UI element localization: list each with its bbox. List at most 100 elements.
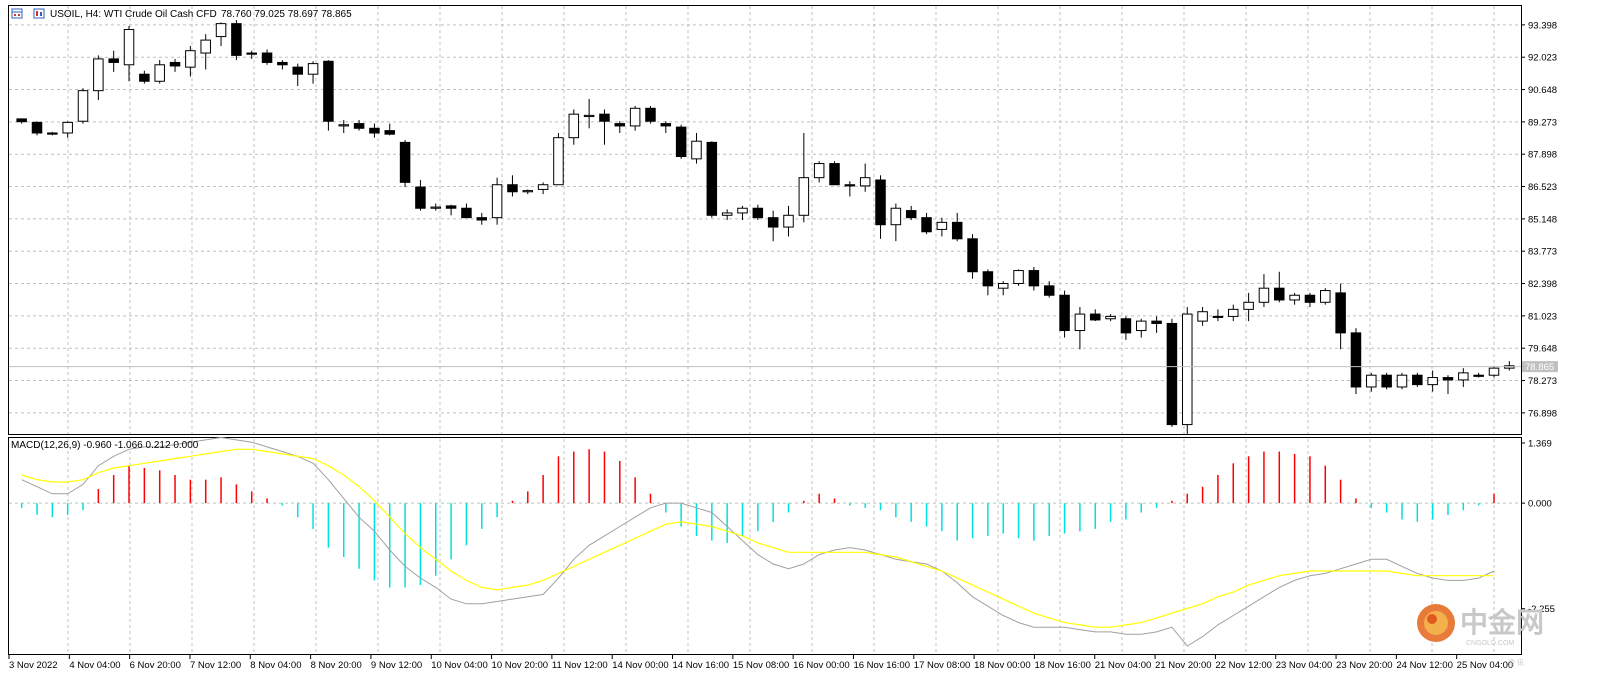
candle-body [62,121,73,134]
time-axis-label: 14 Nov 16:00 [673,660,730,671]
watermark-text: 中金网 [1460,606,1544,638]
candle-body [905,210,917,219]
current-price-label: 78.865 [1525,362,1554,373]
candle-body [154,64,165,82]
candle-body [1289,294,1300,301]
candle-body [231,23,242,56]
candle-body [1074,313,1086,332]
candle-body [476,217,488,221]
price-axis-label: 86.523 [1528,182,1557,193]
candle-body [1228,308,1239,317]
time-axis-label: 8 Nov 04:00 [250,660,301,671]
time-axis-label: 23 Nov 04:00 [1276,660,1333,671]
candle-body [1396,374,1408,388]
candle-body [982,271,994,287]
macd-label: MACD(12,26,9) -0.960 -1.066 0.212 0.000 [11,440,199,451]
candle-body [491,184,503,219]
price-axis-label: 76.898 [1528,408,1557,419]
candle-body [936,221,948,230]
candle-body [445,205,457,209]
candle-body [323,60,334,122]
time-axis-label: 21 Nov 04:00 [1095,660,1152,671]
candle-body [829,163,840,186]
candle-body [752,207,764,219]
candle-body [215,23,227,38]
candle-body [399,141,411,183]
chart-type-icon[interactable] [33,8,45,19]
time-axis-label: 14 Nov 00:00 [612,660,669,671]
time-axis-label: 6 Nov 20:00 [130,660,181,671]
candle-body [706,141,718,216]
candle-body [47,132,58,135]
candle-body [1442,377,1454,381]
price-axis-label: 89.273 [1528,117,1557,128]
candle-body [645,107,656,122]
candle-body [277,61,288,66]
candle-body [951,221,963,240]
macd-histogram [20,449,1495,588]
price-axis-label: 90.648 [1528,85,1557,96]
candle-body [185,50,196,68]
macd-line [21,436,1495,647]
time-axis-label: 17 Nov 08:00 [914,660,971,671]
macd-axis-label: -2.255 [1528,604,1555,615]
candle-body [1028,270,1040,287]
macd-axis[interactable]: 1.369 0.000 -2.255 [1521,439,1555,616]
time-axis-label: 10 Nov 20:00 [492,660,549,671]
candle-body [1366,374,1377,388]
candle-body [261,52,273,63]
candle-body [875,179,886,226]
time-axis-label: 16 Nov 00:00 [793,660,850,671]
price-axis-label: 83.773 [1528,247,1557,258]
price-pane[interactable] [8,5,1522,435]
candle-body [813,163,825,179]
candle-body [522,190,534,193]
candle-body [660,123,672,127]
time-axis-label: 16 Nov 16:00 [853,660,910,671]
time-axis[interactable]: 3 Nov 2022 4 Nov 04:00 6 Nov 20:00 7 Nov 12… [8,655,1513,671]
candle-body [967,238,978,273]
candle-body [1043,285,1055,296]
candle-body [1350,332,1362,388]
macd-pane[interactable] [8,437,1522,655]
candle-body [583,114,595,118]
time-axis-label: 18 Nov 16:00 [1034,660,1091,671]
time-axis-label: 11 Nov 12:00 [552,660,608,671]
time-axis-label: 9 Nov 12:00 [371,660,422,671]
candle-body [169,61,181,67]
ohlc-readout: 78.760 79.025 78.697 78.865 [221,9,352,20]
candle-body [997,282,1009,289]
candle-body [1120,318,1132,334]
signal-line [21,448,1494,628]
chart-window-icon[interactable] [11,8,23,19]
candle-body [568,113,580,139]
time-axis-label: 18 Nov 00:00 [974,660,1031,671]
chart-window[interactable]: USOIL, H4: WTI Crude Oil Cash CFD 78.760… [8,5,1562,688]
candle-body [1182,313,1193,426]
candle-body [691,140,702,160]
candle-body [461,207,472,219]
candle-body [1105,315,1116,320]
price-axis[interactable]: 93.398 92.023 90.648 89.273 87.898 86.523 85.1… [1521,20,1557,419]
candle-body [93,58,104,92]
price-axis-label: 93.398 [1528,20,1557,31]
candle-body [292,66,303,75]
macd-axis-label: 0.000 [1528,499,1552,510]
macd-grid [9,439,1521,653]
candle-body [16,118,27,123]
candle-body [1013,270,1024,284]
price-axis-label: 82.398 [1528,279,1557,290]
candle-body [921,217,932,233]
candle-body [123,29,135,66]
time-axis-label: 4 Nov 04:00 [69,660,120,671]
chart-header: USOIL, H4: WTI Crude Oil Cash CFD 78.760… [11,8,352,20]
price-axis-label: 87.898 [1528,150,1557,161]
price-axis-label: 85.148 [1528,214,1557,225]
macd-axis-label: 1.369 [1528,439,1552,450]
candle-body [77,90,89,122]
candle-body [1089,313,1101,321]
symbol-title: USOIL, H4: WTI Crude Oil Cash CFD [50,9,217,20]
candle-body [783,214,794,228]
candle-body [614,123,626,127]
candle-body [1212,315,1224,318]
